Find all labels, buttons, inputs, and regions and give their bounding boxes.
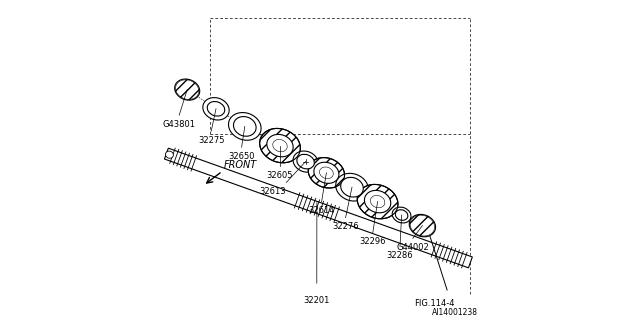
Ellipse shape xyxy=(297,154,314,169)
Text: FIG.114-4: FIG.114-4 xyxy=(414,299,454,308)
Text: 32605: 32605 xyxy=(267,171,293,180)
Ellipse shape xyxy=(364,190,391,213)
Ellipse shape xyxy=(260,128,300,163)
Text: 32286: 32286 xyxy=(387,251,413,260)
Text: 32613: 32613 xyxy=(260,187,287,196)
Ellipse shape xyxy=(175,79,200,100)
Ellipse shape xyxy=(371,196,385,208)
Text: 32296: 32296 xyxy=(360,237,386,246)
Text: 32276: 32276 xyxy=(332,222,359,231)
Text: 32275: 32275 xyxy=(198,136,225,145)
Ellipse shape xyxy=(207,101,225,116)
Ellipse shape xyxy=(336,173,368,201)
Ellipse shape xyxy=(396,210,408,220)
Ellipse shape xyxy=(267,134,293,157)
Text: 32614: 32614 xyxy=(308,206,335,215)
Ellipse shape xyxy=(392,207,411,223)
Ellipse shape xyxy=(234,116,256,136)
Ellipse shape xyxy=(166,151,173,158)
Ellipse shape xyxy=(409,214,436,237)
Ellipse shape xyxy=(314,162,339,183)
Text: 32650: 32650 xyxy=(228,152,255,161)
Ellipse shape xyxy=(357,184,398,219)
Text: 32201: 32201 xyxy=(303,296,330,305)
Polygon shape xyxy=(164,148,472,268)
Ellipse shape xyxy=(319,167,333,179)
Ellipse shape xyxy=(273,140,287,152)
Ellipse shape xyxy=(308,157,344,188)
Ellipse shape xyxy=(293,151,318,172)
Ellipse shape xyxy=(340,177,364,197)
Text: G43801: G43801 xyxy=(163,120,196,129)
Text: FRONT: FRONT xyxy=(224,160,257,170)
Text: AI14001238: AI14001238 xyxy=(433,308,479,317)
Ellipse shape xyxy=(203,98,229,120)
Ellipse shape xyxy=(228,113,261,140)
Text: G44002: G44002 xyxy=(396,243,429,252)
